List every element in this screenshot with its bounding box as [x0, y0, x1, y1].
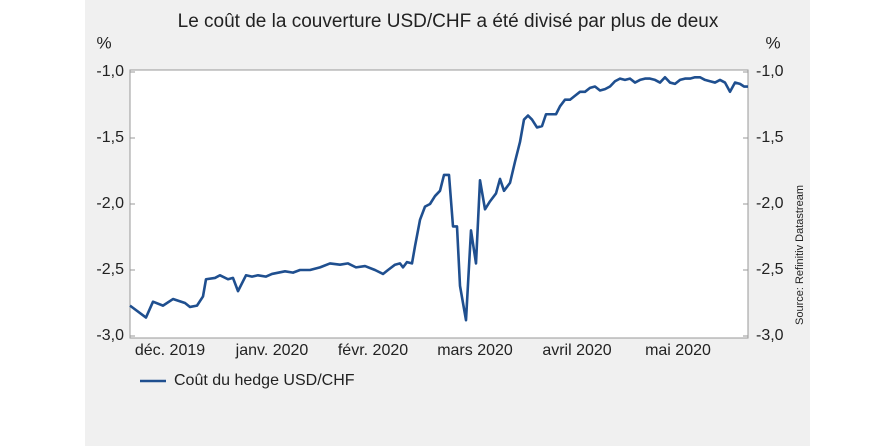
- x-tick-label: déc. 2019: [135, 342, 205, 359]
- source: Source: Refinitiv Datastream: [794, 185, 806, 325]
- y-axis-label: %: [96, 33, 111, 52]
- y-tick-label: -3,0: [96, 327, 124, 344]
- line-series: [129, 75, 748, 322]
- x-tick-label: avril 2020: [542, 342, 611, 359]
- y2-tick-label: -1,5: [756, 129, 784, 146]
- x-tick-label: mars 2020: [437, 342, 513, 359]
- x-tick-label: févr. 2020: [338, 342, 408, 359]
- y-tick-label: -1,5: [96, 129, 124, 146]
- y-tick-label: -1,0: [96, 63, 124, 80]
- y2-axis-label: %: [765, 33, 780, 52]
- y2-tick-label: -1,0: [756, 63, 784, 80]
- y-tick-label: -2,0: [96, 195, 124, 212]
- y2-tick-label: -2,5: [756, 261, 784, 278]
- y-tick-label: -2,5: [96, 261, 124, 278]
- plot-area: [129, 69, 749, 339]
- legend-label: Coût du hedge USD/CHF: [174, 372, 355, 389]
- y2-tick-label: -2,0: [756, 195, 784, 212]
- chart-title: Le coût de la couverture USD/CHF a été d…: [178, 11, 719, 32]
- x-tick-label: mai 2020: [645, 342, 711, 359]
- y2-tick-label: -3,0: [756, 327, 784, 344]
- x-tick-label: janv. 2020: [235, 342, 309, 359]
